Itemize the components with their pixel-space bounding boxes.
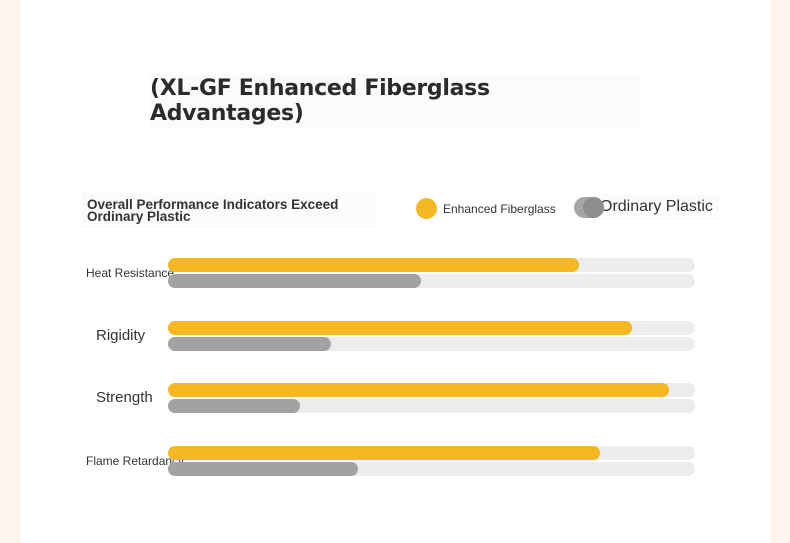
bar-track (168, 399, 695, 413)
legend-item-enhanced: Enhanced Fiberglass (416, 198, 556, 219)
category-label: Heat Resistance (86, 266, 175, 280)
bar-ordinary-plastic (168, 462, 358, 476)
bar-ordinary-plastic (168, 274, 421, 288)
bar-enhanced-fiberglass (168, 446, 601, 460)
chart-title: (XL-GF Enhanced Fiberglass Advantages) (150, 74, 640, 128)
legend-swatch-enhanced (416, 198, 437, 219)
bar-enhanced-fiberglass (168, 321, 632, 335)
bar-enhanced-fiberglass (168, 383, 669, 397)
bar-track (168, 446, 695, 460)
bar-track (168, 258, 695, 272)
bar-track (168, 274, 695, 288)
chart-subtitle: Overall Performance Indicators Exceed Or… (82, 193, 376, 227)
bar-enhanced-fiberglass (168, 258, 580, 272)
bar-track (168, 462, 695, 476)
bar-track (168, 383, 695, 397)
legend-label-plastic: Ordinary Plastic (594, 194, 719, 220)
category-label: Flame Retardancy (86, 454, 185, 468)
category-label: Rigidity (96, 327, 146, 344)
legend-item-plastic: Ordinary Plastic (574, 194, 719, 220)
bar-ordinary-plastic (168, 337, 332, 351)
bar-ordinary-plastic (168, 399, 300, 413)
legend-swatch-plastic (574, 196, 604, 218)
bar-track (168, 337, 695, 351)
chart-card: (XL-GF Enhanced Fiberglass Advantages) O… (20, 0, 770, 543)
bar-track (168, 321, 695, 335)
category-label: Strength (96, 389, 153, 406)
legend-label-enhanced: Enhanced Fiberglass (443, 201, 556, 216)
